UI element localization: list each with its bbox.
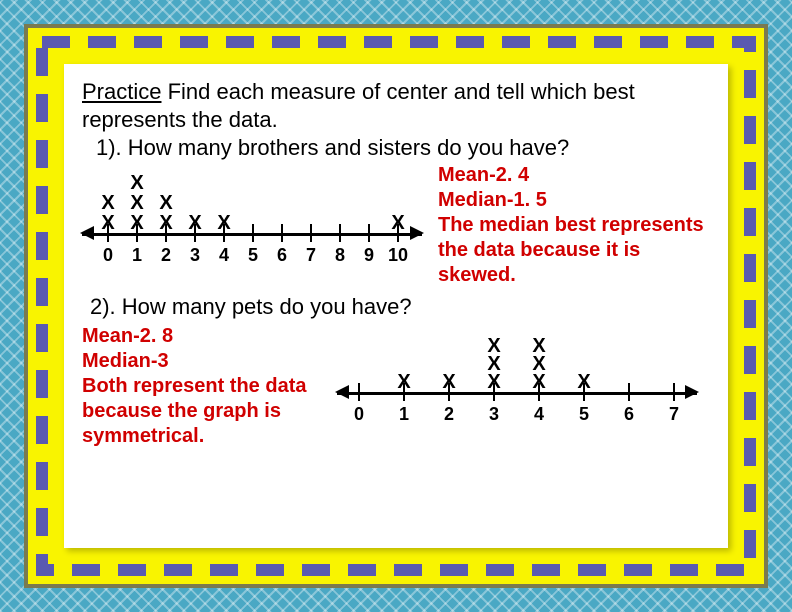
axis-label: 0 [103, 245, 113, 266]
question-2: 2). How many pets do you have? [82, 294, 710, 320]
axis-label: 4 [219, 245, 229, 266]
data-x-mark: X [217, 213, 230, 233]
q2-best: Both represent the data because the grap… [82, 374, 337, 449]
axis-label: 9 [364, 245, 374, 266]
data-x-mark: X [442, 372, 455, 392]
tick [281, 224, 283, 242]
data-x-mark: X [159, 193, 172, 213]
axis-label: 4 [534, 404, 544, 425]
instruction-text: Practice Find each measure of center and… [82, 78, 710, 133]
tick [673, 383, 675, 401]
data-x-mark: X [101, 193, 114, 213]
axis-label: 0 [354, 404, 364, 425]
question-1: 1). How many brothers and sisters do you… [82, 135, 710, 161]
data-x-mark: X [130, 173, 143, 193]
tick [252, 224, 254, 242]
axis-label: 7 [306, 245, 316, 266]
q2-median: Median-3 [82, 349, 337, 374]
axis-label: 6 [277, 245, 287, 266]
q2-dotplot: 01X2X3XXX4XXX5X67 [337, 324, 697, 434]
data-x-mark: X [487, 354, 500, 374]
axis-label: 10 [388, 245, 408, 266]
tick [368, 224, 370, 242]
data-x-mark: X [532, 372, 545, 392]
q2-answers: Mean-2. 8 Median-3 Both represent the da… [82, 324, 337, 449]
axis-label: 5 [579, 404, 589, 425]
q1-answers: Mean-2. 4 Median-1. 5 The median best re… [438, 163, 710, 288]
axis-label: 3 [489, 404, 499, 425]
content-card: Practice Find each measure of center and… [64, 64, 728, 548]
q1-dotplot: 0XX1XXX2XX3X4X5678910X [82, 163, 422, 273]
data-x-mark: X [130, 213, 143, 233]
tick [310, 224, 312, 242]
q1-best: The median best represents the data beca… [438, 213, 710, 288]
axis-label: 2 [444, 404, 454, 425]
axis-label: 2 [161, 245, 171, 266]
q2-mean: Mean-2. 8 [82, 324, 337, 349]
axis-label: 7 [669, 404, 679, 425]
practice-label: Practice [82, 79, 161, 104]
q1-row: 0XX1XXX2XX3X4X5678910X Mean-2. 4 Median-… [82, 163, 710, 288]
q2-row: Mean-2. 8 Median-3 Both represent the da… [82, 324, 710, 449]
data-x-mark: X [101, 213, 114, 233]
instruction-tail: Find each measure of center and tell whi… [82, 79, 635, 132]
data-x-mark: X [397, 372, 410, 392]
axis-label: 8 [335, 245, 345, 266]
data-x-mark: X [532, 354, 545, 374]
q1-mean: Mean-2. 4 [438, 163, 710, 188]
data-x-mark: X [159, 213, 172, 233]
data-x-mark: X [391, 213, 404, 233]
tick [628, 383, 630, 401]
axis-label: 5 [248, 245, 258, 266]
tick [358, 383, 360, 401]
data-x-mark: X [532, 336, 545, 356]
axis-label: 1 [399, 404, 409, 425]
data-x-mark: X [577, 372, 590, 392]
data-x-mark: X [487, 336, 500, 356]
q1-median: Median-1. 5 [438, 188, 710, 213]
tick [339, 224, 341, 242]
axis-label: 6 [624, 404, 634, 425]
data-x-mark: X [130, 193, 143, 213]
data-x-mark: X [188, 213, 201, 233]
data-x-mark: X [487, 372, 500, 392]
axis-label: 1 [132, 245, 142, 266]
axis-label: 3 [190, 245, 200, 266]
